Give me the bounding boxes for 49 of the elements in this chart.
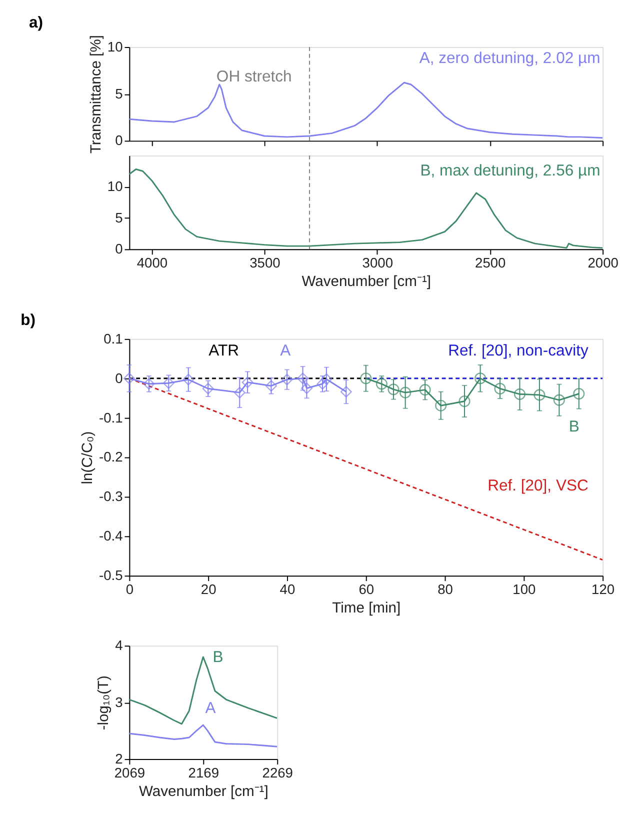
y-axis-title: Transmittance [%] bbox=[88, 35, 105, 154]
y-tick-label: 0.1 bbox=[104, 331, 123, 346]
x-tick-label: 3000 bbox=[362, 255, 394, 270]
x-tick-label: 2069 bbox=[114, 765, 146, 780]
x-tick-label: 120 bbox=[592, 582, 615, 597]
x-tick-label: 100 bbox=[512, 582, 536, 597]
series-label: B bbox=[212, 648, 224, 666]
x-tick-label: 80 bbox=[438, 582, 454, 597]
series-label: Ref. [20], non-cavity bbox=[448, 342, 588, 360]
y-tick-label: 4 bbox=[115, 638, 124, 654]
x-tick-label: 2269 bbox=[262, 765, 294, 780]
x-tick-label: 20 bbox=[200, 582, 217, 597]
x-tick-label: 2000 bbox=[588, 255, 619, 270]
series-label: A bbox=[205, 700, 216, 717]
x-tick-label: 40 bbox=[280, 582, 296, 597]
text: B, max detuning, 2.56 µm bbox=[420, 162, 600, 180]
y-tick-label: -0.1 bbox=[99, 410, 123, 426]
y-tick-label: 0 bbox=[115, 370, 124, 386]
y-tick-label: 0 bbox=[115, 242, 124, 257]
y-tick-label: -0.5 bbox=[99, 568, 124, 584]
annotation: OH stretch bbox=[216, 68, 292, 86]
x-tick-label: 4000 bbox=[136, 255, 168, 270]
series-label: A bbox=[280, 342, 292, 360]
y-tick-label: 3 bbox=[115, 694, 124, 710]
y-tick-label: -0.2 bbox=[99, 450, 123, 465]
chart-title: b) bbox=[20, 312, 36, 330]
y-tick-label: 5 bbox=[115, 86, 124, 102]
x-tick-label: 2169 bbox=[188, 765, 220, 780]
y-tick-label: -0.3 bbox=[99, 489, 124, 504]
y-tick-label: 0 bbox=[115, 133, 124, 148]
y-axis-title: ln(C/C₀) bbox=[80, 431, 96, 484]
series-label: Ref. [20], VSC bbox=[488, 478, 588, 495]
x-tick-label: 3500 bbox=[250, 255, 281, 270]
y-tick-label: 5 bbox=[115, 210, 124, 226]
x-axis-title: Time [min] bbox=[332, 600, 401, 617]
x-tick-label: 60 bbox=[358, 582, 374, 597]
y-axis-title: -log₁₀(T) bbox=[96, 676, 112, 730]
series-label: B bbox=[568, 418, 580, 436]
chart-title: a) bbox=[29, 14, 44, 32]
y-tick-label: 10 bbox=[107, 179, 124, 194]
y-tick-label: 10 bbox=[107, 39, 124, 54]
series-label: ATR bbox=[208, 342, 240, 360]
y-tick-label: -0.4 bbox=[99, 528, 124, 544]
x-axis-title: Wavenumber [cm⁻¹] bbox=[302, 274, 432, 290]
x-tick-label: 0 bbox=[126, 582, 134, 597]
x-tick-label: 2500 bbox=[475, 255, 506, 270]
series-label: A, zero detuning, 2.02 µm bbox=[419, 50, 600, 68]
y-tick-label: 2 bbox=[115, 751, 123, 766]
x-axis-title: Wavenumber [cm⁻¹] bbox=[139, 784, 268, 800]
